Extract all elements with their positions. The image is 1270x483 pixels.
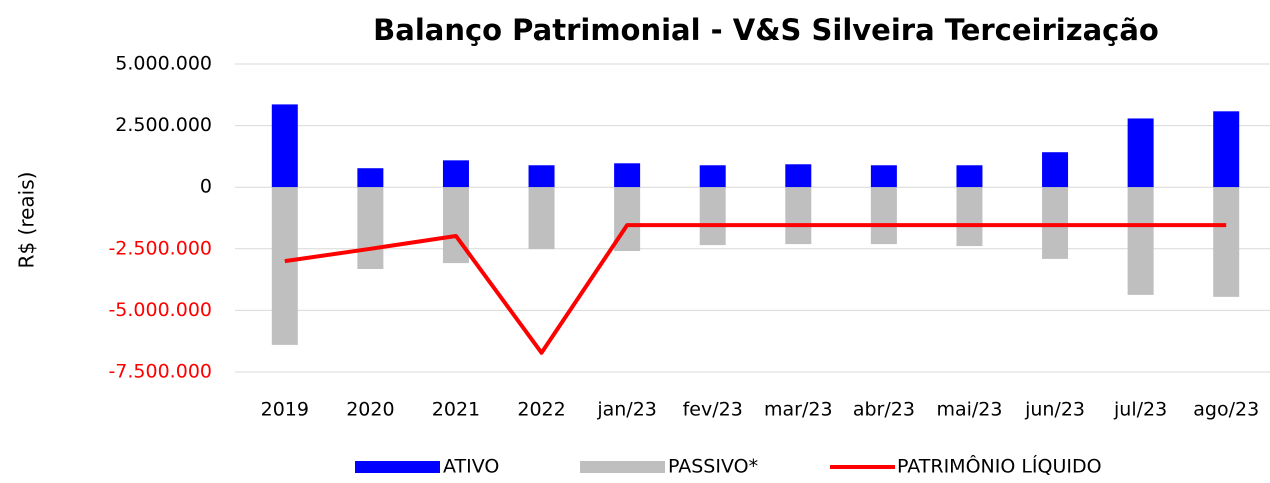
legend-swatch <box>580 461 665 473</box>
bar <box>1127 118 1154 188</box>
line <box>284 223 1227 355</box>
bar <box>614 163 641 188</box>
y-axis-label: R$ (reais) <box>15 172 39 269</box>
legend-label: ATIVO <box>443 456 499 478</box>
y-tick-label: 5.000.000 <box>115 53 212 75</box>
bar <box>785 187 812 245</box>
y-tick-label: -7.500.000 <box>108 361 212 383</box>
legend-label: PASSIVO* <box>668 456 758 478</box>
bar <box>956 165 983 188</box>
bar <box>357 168 384 188</box>
bar <box>271 104 298 188</box>
x-tick-label: 2019 <box>261 399 309 421</box>
x-tick-label: mai/23 <box>936 399 1002 421</box>
legend-swatch <box>355 461 440 473</box>
bar <box>1042 187 1069 259</box>
x-tick-label: 2021 <box>432 399 480 421</box>
bar <box>528 165 555 188</box>
x-tick-label: mar/23 <box>764 399 833 421</box>
x-tick-label: jan/23 <box>596 399 657 421</box>
bar <box>357 187 384 270</box>
bar <box>699 165 726 188</box>
x-tick-label: ago/23 <box>1193 399 1259 421</box>
legend-label: PATRIMÔNIO LÍQUIDO <box>897 454 1102 478</box>
x-tick-label: fev/23 <box>683 399 743 421</box>
y-tick-label: -5.000.000 <box>108 299 212 321</box>
x-tick-label: jul/23 <box>1113 399 1167 421</box>
bar <box>870 165 897 188</box>
bar <box>528 187 555 250</box>
bar <box>699 187 726 246</box>
x-tick-label: 2022 <box>517 399 565 421</box>
bar <box>1042 152 1069 188</box>
y-tick-label: 2.500.000 <box>115 114 212 136</box>
y-tick-label: -2.500.000 <box>108 237 212 259</box>
y-tick-label: 0 <box>200 176 212 198</box>
bar <box>1127 187 1154 295</box>
bar <box>870 187 897 245</box>
bar <box>956 187 983 247</box>
bar <box>442 160 469 188</box>
x-tick-label: 2020 <box>346 399 394 421</box>
bar <box>785 164 812 188</box>
chart-title: Balanço Patrimonial - V&S Silveira Terce… <box>373 13 1159 47</box>
bar <box>271 187 298 345</box>
x-tick-label: abr/23 <box>853 399 915 421</box>
bar <box>1213 187 1240 297</box>
bar <box>1213 111 1240 188</box>
x-tick-label: jun/23 <box>1024 399 1085 421</box>
